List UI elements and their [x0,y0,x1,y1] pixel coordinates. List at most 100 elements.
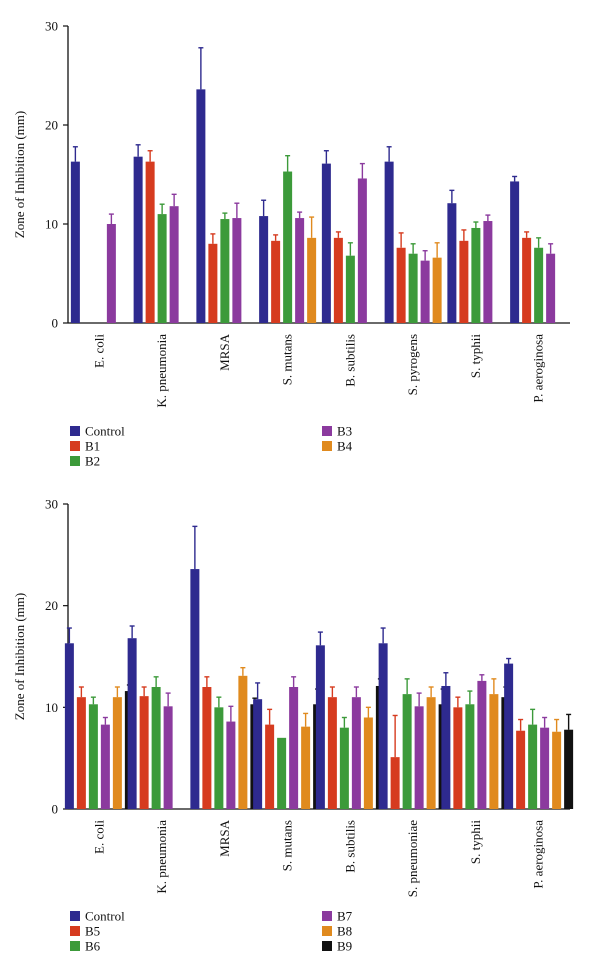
legend-swatch [322,911,332,921]
category-label: S. pyrogens [405,334,420,395]
bar [333,237,343,323]
bar [465,704,475,809]
category-label: E. coli [91,820,106,854]
bar [441,685,451,809]
legend-swatch [322,426,332,436]
bar [169,206,179,323]
bar [357,178,367,323]
bar [277,737,287,809]
bar [307,237,317,323]
bar [420,260,430,323]
bar [483,221,493,323]
bar [489,694,499,809]
bar [510,181,520,323]
category-label: P. aeroginosa [531,820,546,889]
legend-label: B9 [337,939,352,954]
bar [106,224,116,323]
bar [396,247,406,323]
bar [402,694,412,809]
bar [408,253,418,323]
legend-label: B8 [337,924,352,939]
category-label: E. coli [91,334,106,368]
legend-label: B1 [85,439,100,454]
legend-swatch [70,456,80,466]
legend-swatch [322,441,332,451]
bar [546,253,556,323]
bar [88,704,98,809]
bar [453,707,463,809]
bar [100,724,110,809]
bar [202,687,212,809]
category-label: K. pneumonia [154,334,169,408]
legend-swatch [70,926,80,936]
y-tick-label: 0 [52,802,59,817]
legend-swatch [322,926,332,936]
legend-label: Control [85,424,125,439]
bar [196,89,206,323]
category-label: K. pneumonia [154,820,169,894]
bar [426,697,436,809]
legend-swatch [322,941,332,951]
bar [265,724,275,809]
bar [522,237,532,323]
bar [151,687,161,809]
bar [459,240,469,323]
bar [528,724,538,809]
legend-swatch [70,941,80,951]
chart-1: 0 10 20 30 Zone of Inhibition (mm) E. coli K. … [12,19,570,469]
y-tick-label: 20 [45,598,58,613]
y-axis-title: Zone of Inhibition (mm) [12,111,27,238]
bar [540,727,550,809]
bar [64,643,74,809]
category-label: S. typhii [468,820,483,864]
category-label: S. pneumoniae [405,820,420,897]
bar [564,729,574,809]
legend-label: B7 [337,909,353,924]
legend-label: B5 [85,924,100,939]
bar [504,663,514,809]
category-label: P. aeroginosa [531,334,546,403]
bar [390,757,400,809]
bar [471,227,481,323]
y-tick-label: 10 [45,700,58,715]
bar [157,214,167,323]
bar [76,697,86,809]
chart-2: 0 10 20 30 Zone of Inhibition (mm) E. coli K. … [12,497,574,954]
bar [190,569,200,809]
bar [283,171,293,323]
bar [226,721,236,809]
legend-label: B6 [85,939,101,954]
bar [432,257,442,323]
bar [139,696,149,809]
legend-label: B3 [337,424,352,439]
y-tick-label: 30 [45,19,58,34]
bar [339,727,349,809]
bar [214,707,224,809]
y-tick-label: 20 [45,118,58,133]
bar [253,699,263,809]
bar [301,726,311,809]
bar [321,163,331,323]
bar [315,645,325,809]
bar [145,161,155,323]
bar [414,706,424,809]
bar [384,161,394,323]
bar [238,675,248,809]
bar [112,697,122,809]
legend-swatch [70,911,80,921]
bar [534,247,544,323]
category-label: S. typhii [468,334,483,378]
bar [378,643,388,809]
bar [516,730,526,809]
y-tick-label: 30 [45,497,58,512]
legend-label: B4 [337,439,353,454]
bar [133,156,143,323]
bar [447,203,457,323]
y-tick-label: 10 [45,217,58,232]
legend-swatch [70,441,80,451]
category-label: MRSA [217,819,232,856]
category-label: S. mutans [280,334,295,385]
bar [220,219,230,323]
legend-label: B2 [85,454,100,469]
